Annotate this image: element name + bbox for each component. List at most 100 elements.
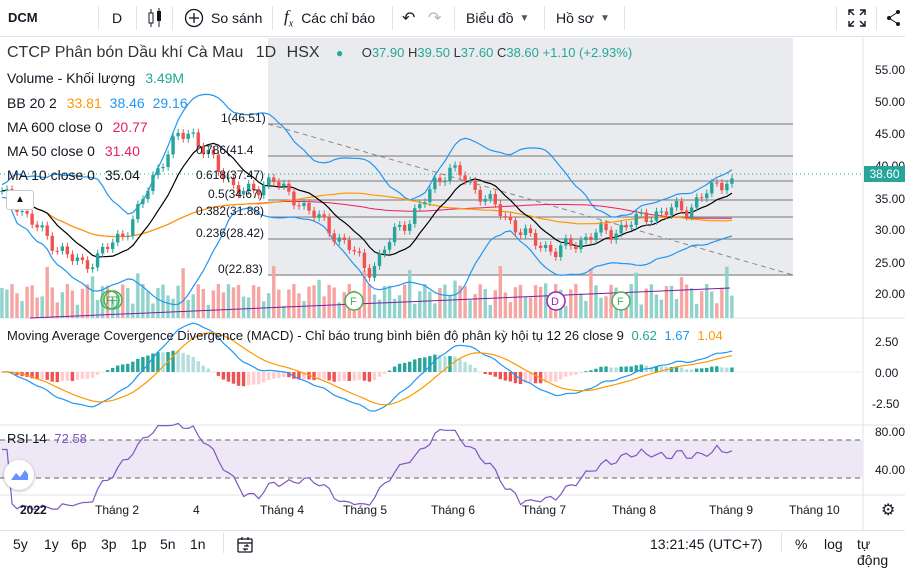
clock-time[interactable]: 13:21:45 (UTC+7) [650,536,763,552]
macd-bar [317,372,321,380]
macd-bar [90,372,95,378]
legend-ma50[interactable]: MA 50 close 0 31.40 [7,143,140,159]
volume-bar [312,285,316,318]
macd-legend[interactable]: Moving Average Covergence Divergence (MA… [7,328,723,343]
macd-bar [151,353,155,372]
range-1y[interactable]: 1y [44,536,59,552]
date-range-icon[interactable] [236,536,254,557]
range-1n[interactable]: 1n [190,536,206,552]
fib-lines [268,123,793,276]
fib-retracement-area[interactable] [268,38,793,276]
candle-body [70,254,75,262]
macd-bar [679,367,684,372]
macd-bar [468,364,472,372]
rsi-legend[interactable]: RSI 14 72.58 [7,431,87,446]
volume-bar [594,285,598,318]
chart-type-dropdown[interactable]: Biểu đồ ▼ [466,6,529,30]
price-tick: 25.00 [875,256,905,270]
auto-scale-toggle[interactable]: tự động [857,536,889,568]
macd-bar [377,372,382,377]
volume-bar [689,288,694,318]
candle-body [322,214,326,218]
divider [172,6,173,30]
watermark-logo-icon[interactable] [4,460,34,490]
volume-bar [407,270,412,318]
volume-bar [317,279,321,318]
volume-bars [0,266,734,318]
legend-volume[interactable]: Volume - Khối lượng 3.49M [7,70,185,86]
macd-bar [171,350,175,372]
marker-label: F [111,295,118,307]
macd-bar [15,372,19,376]
macd-bar [392,366,397,372]
symbol-label[interactable]: DCM [8,10,38,25]
candle-body [80,257,85,261]
range-5y[interactable]: 5y [13,536,28,552]
range-5n[interactable]: 5n [160,536,176,552]
macd-bar [523,372,528,384]
redo-icon[interactable]: ↷ [428,10,442,27]
time-tick: Tháng 4 [260,503,305,517]
candle-body [332,233,336,242]
chart-type-label: Biểu đồ [466,10,514,26]
range-6p[interactable]: 6p [71,536,87,552]
volume-bar [664,286,669,318]
log-toggle[interactable]: log [824,536,843,552]
macd-bar [604,366,608,372]
candle-body [448,167,452,181]
candle-body [60,246,65,251]
settings-gear-icon[interactable]: ⚙ [881,502,896,519]
legend-ma10[interactable]: MA 10 close 0 35.04 [7,167,140,183]
candles-icon[interactable] [146,6,164,30]
collapse-legend-button[interactable]: ▲ [6,190,34,210]
candle-body [543,244,548,248]
candle-body [478,189,482,202]
macd-bar [649,366,654,372]
macd-bar [337,372,341,382]
volume-bar [55,302,59,318]
volume-bar [418,291,422,318]
candle-body [136,204,140,220]
volume-bar [413,303,417,318]
macd-bar [694,368,699,372]
macd-bar [312,372,316,381]
macd-bar [543,372,548,383]
candle-body [483,198,487,202]
volume-bar [25,286,29,318]
interval-button[interactable]: D [112,10,123,26]
share-icon[interactable] [886,6,902,30]
macd-bar [669,366,674,372]
fullscreen-icon[interactable] [848,6,866,30]
candle-body [292,191,296,206]
macd-bar [70,372,75,381]
fib-label: 0.382(31.88) [196,204,265,218]
volume-bar [538,286,543,318]
candle-body [705,193,709,199]
range-1p[interactable]: 1p [131,536,147,552]
legend-ma600[interactable]: MA 600 close 0 20.77 [7,119,148,135]
candle-body [100,246,105,254]
volume-bar [95,299,100,318]
volume-bar [292,284,296,318]
range-3p[interactable]: 3p [101,536,117,552]
volume-bar [634,272,638,318]
candle-body [221,171,226,179]
legend-bb[interactable]: BB 20 2 33.81 38.46 29.16 [7,95,188,111]
undo-icon[interactable]: ↶ [402,10,416,27]
candle-body [679,201,684,211]
macd-bar [569,372,573,376]
indicators-button[interactable]: fx Các chỉ báo [284,6,375,30]
chart-canvas[interactable]: F F F D F [0,37,905,530]
candle-body [50,235,54,251]
volume-bar [644,288,649,318]
candle-body [584,236,588,241]
percent-toggle[interactable]: % [795,536,808,552]
candle-body [458,165,462,176]
profile-dropdown[interactable]: Hồ sơ ▼ [556,6,610,30]
price-tick: 30.00 [875,223,905,237]
macd-bar [332,372,336,382]
candle-body [689,207,694,217]
time-tick: Tháng 5 [343,503,388,517]
compare-button[interactable]: So sánh [184,6,262,30]
candle-body [196,132,200,147]
